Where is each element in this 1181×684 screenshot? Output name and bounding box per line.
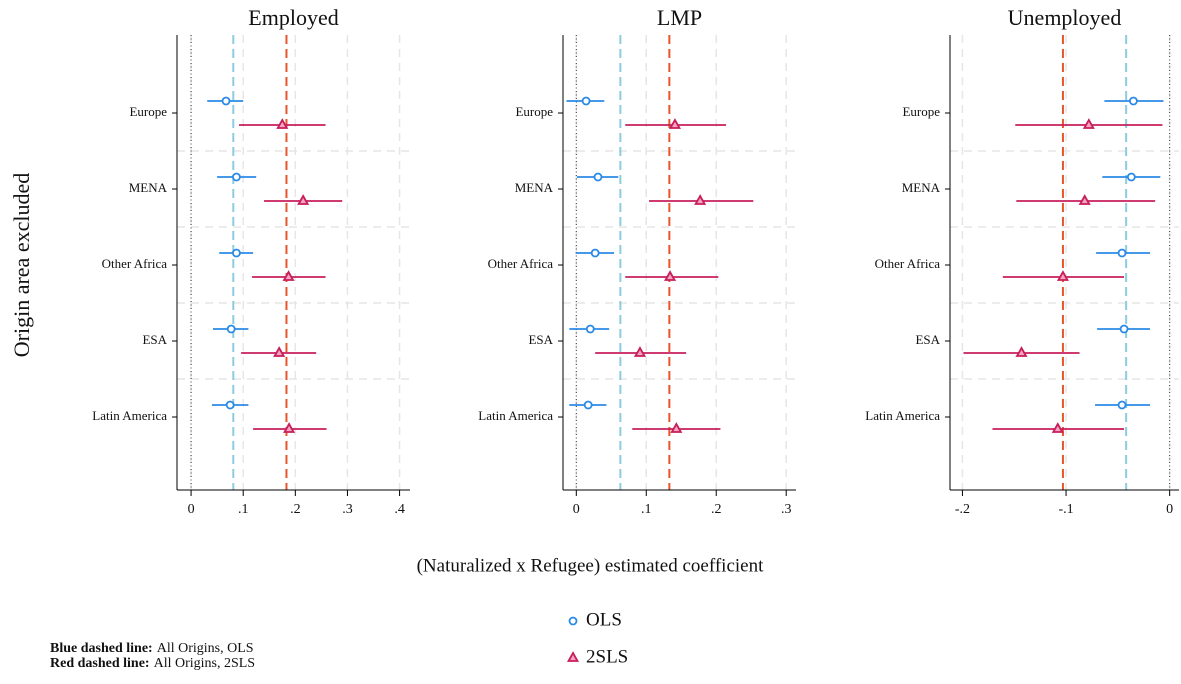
marker-2sls (1015, 346, 1028, 357)
marker-2sls (668, 118, 681, 129)
category-label: MENA (129, 180, 168, 195)
category-label: Latin America (478, 408, 553, 423)
note: Red dashed line: All Origins, 2SLS (50, 656, 255, 671)
x-tick-label: 0 (188, 502, 195, 517)
marker-ols (590, 248, 600, 258)
x-tick-label: .3 (781, 502, 792, 517)
panel-title: Unemployed (1008, 5, 1122, 30)
x-tick-label: .1 (641, 502, 652, 517)
x-tick-label: .2 (711, 502, 722, 517)
legend-label: OLS (586, 609, 622, 630)
category-label: ESA (915, 332, 940, 347)
marker-2sls (273, 346, 286, 357)
x-tick-label: -.1 (1058, 502, 1073, 517)
category-label: Other Africa (488, 256, 554, 271)
category-label: Other Africa (102, 256, 168, 271)
marker-2sls (283, 422, 296, 433)
legend-label: 2SLS (586, 646, 628, 667)
x-tick-label: .4 (394, 502, 405, 517)
panel-title: Employed (248, 5, 338, 30)
marker-ols (581, 96, 591, 106)
x-tick-label: .1 (238, 502, 249, 517)
marker-ols (1117, 248, 1127, 258)
note-text: All Origins, OLS (157, 641, 254, 656)
marker-2sls (670, 422, 683, 433)
marker-ols (225, 400, 235, 410)
category-label: MENA (515, 180, 554, 195)
marker-2sls (282, 270, 295, 281)
marker-ols (221, 96, 231, 106)
category-label: Europe (515, 104, 553, 119)
marker-2sls (664, 270, 677, 281)
note-text: All Origins, 2SLS (154, 656, 256, 671)
y-axis-label: Origin area excluded (9, 173, 34, 357)
note-bold: Red dashed line: (50, 656, 150, 671)
legend-marker (568, 616, 578, 626)
marker-2sls (1082, 118, 1095, 129)
marker-ols (232, 248, 241, 258)
legend-marker (566, 651, 580, 662)
category-label: Other Africa (875, 256, 941, 271)
marker-ols (585, 324, 595, 334)
marker-ols (1129, 96, 1138, 106)
category-label: MENA (902, 180, 941, 195)
marker-2sls (1051, 422, 1064, 433)
category-label: Latin America (865, 408, 940, 423)
marker-2sls (694, 194, 707, 205)
x-tick-label: 0 (1166, 502, 1173, 517)
x-tick-label: 0 (573, 502, 580, 517)
note-bold: Blue dashed line: (50, 641, 153, 656)
x-axis-label: (Naturalized x Refugee) estimated coeffi… (417, 555, 764, 576)
marker-ols (226, 324, 236, 334)
x-tick-label: -.2 (955, 502, 970, 517)
x-tick-label: .2 (290, 502, 301, 517)
category-label: ESA (142, 332, 167, 347)
category-label: Europe (902, 104, 940, 119)
category-label: Latin America (92, 408, 167, 423)
panel-title: LMP (657, 5, 702, 30)
marker-ols (1119, 324, 1129, 334)
marker-2sls (1056, 270, 1069, 281)
marker-2sls (297, 194, 310, 205)
marker-2sls (1078, 194, 1091, 205)
marker-ols (583, 400, 593, 410)
category-label: Europe (129, 104, 167, 119)
x-tick-label: .3 (342, 502, 353, 517)
marker-2sls (633, 346, 647, 357)
marker-ols (1117, 400, 1127, 410)
marker-ols (232, 172, 241, 182)
marker-ols (1126, 172, 1136, 182)
marker-ols (593, 172, 603, 182)
category-label: ESA (528, 332, 553, 347)
note: Blue dashed line: All Origins, OLS (50, 641, 254, 656)
marker-2sls (276, 118, 289, 129)
